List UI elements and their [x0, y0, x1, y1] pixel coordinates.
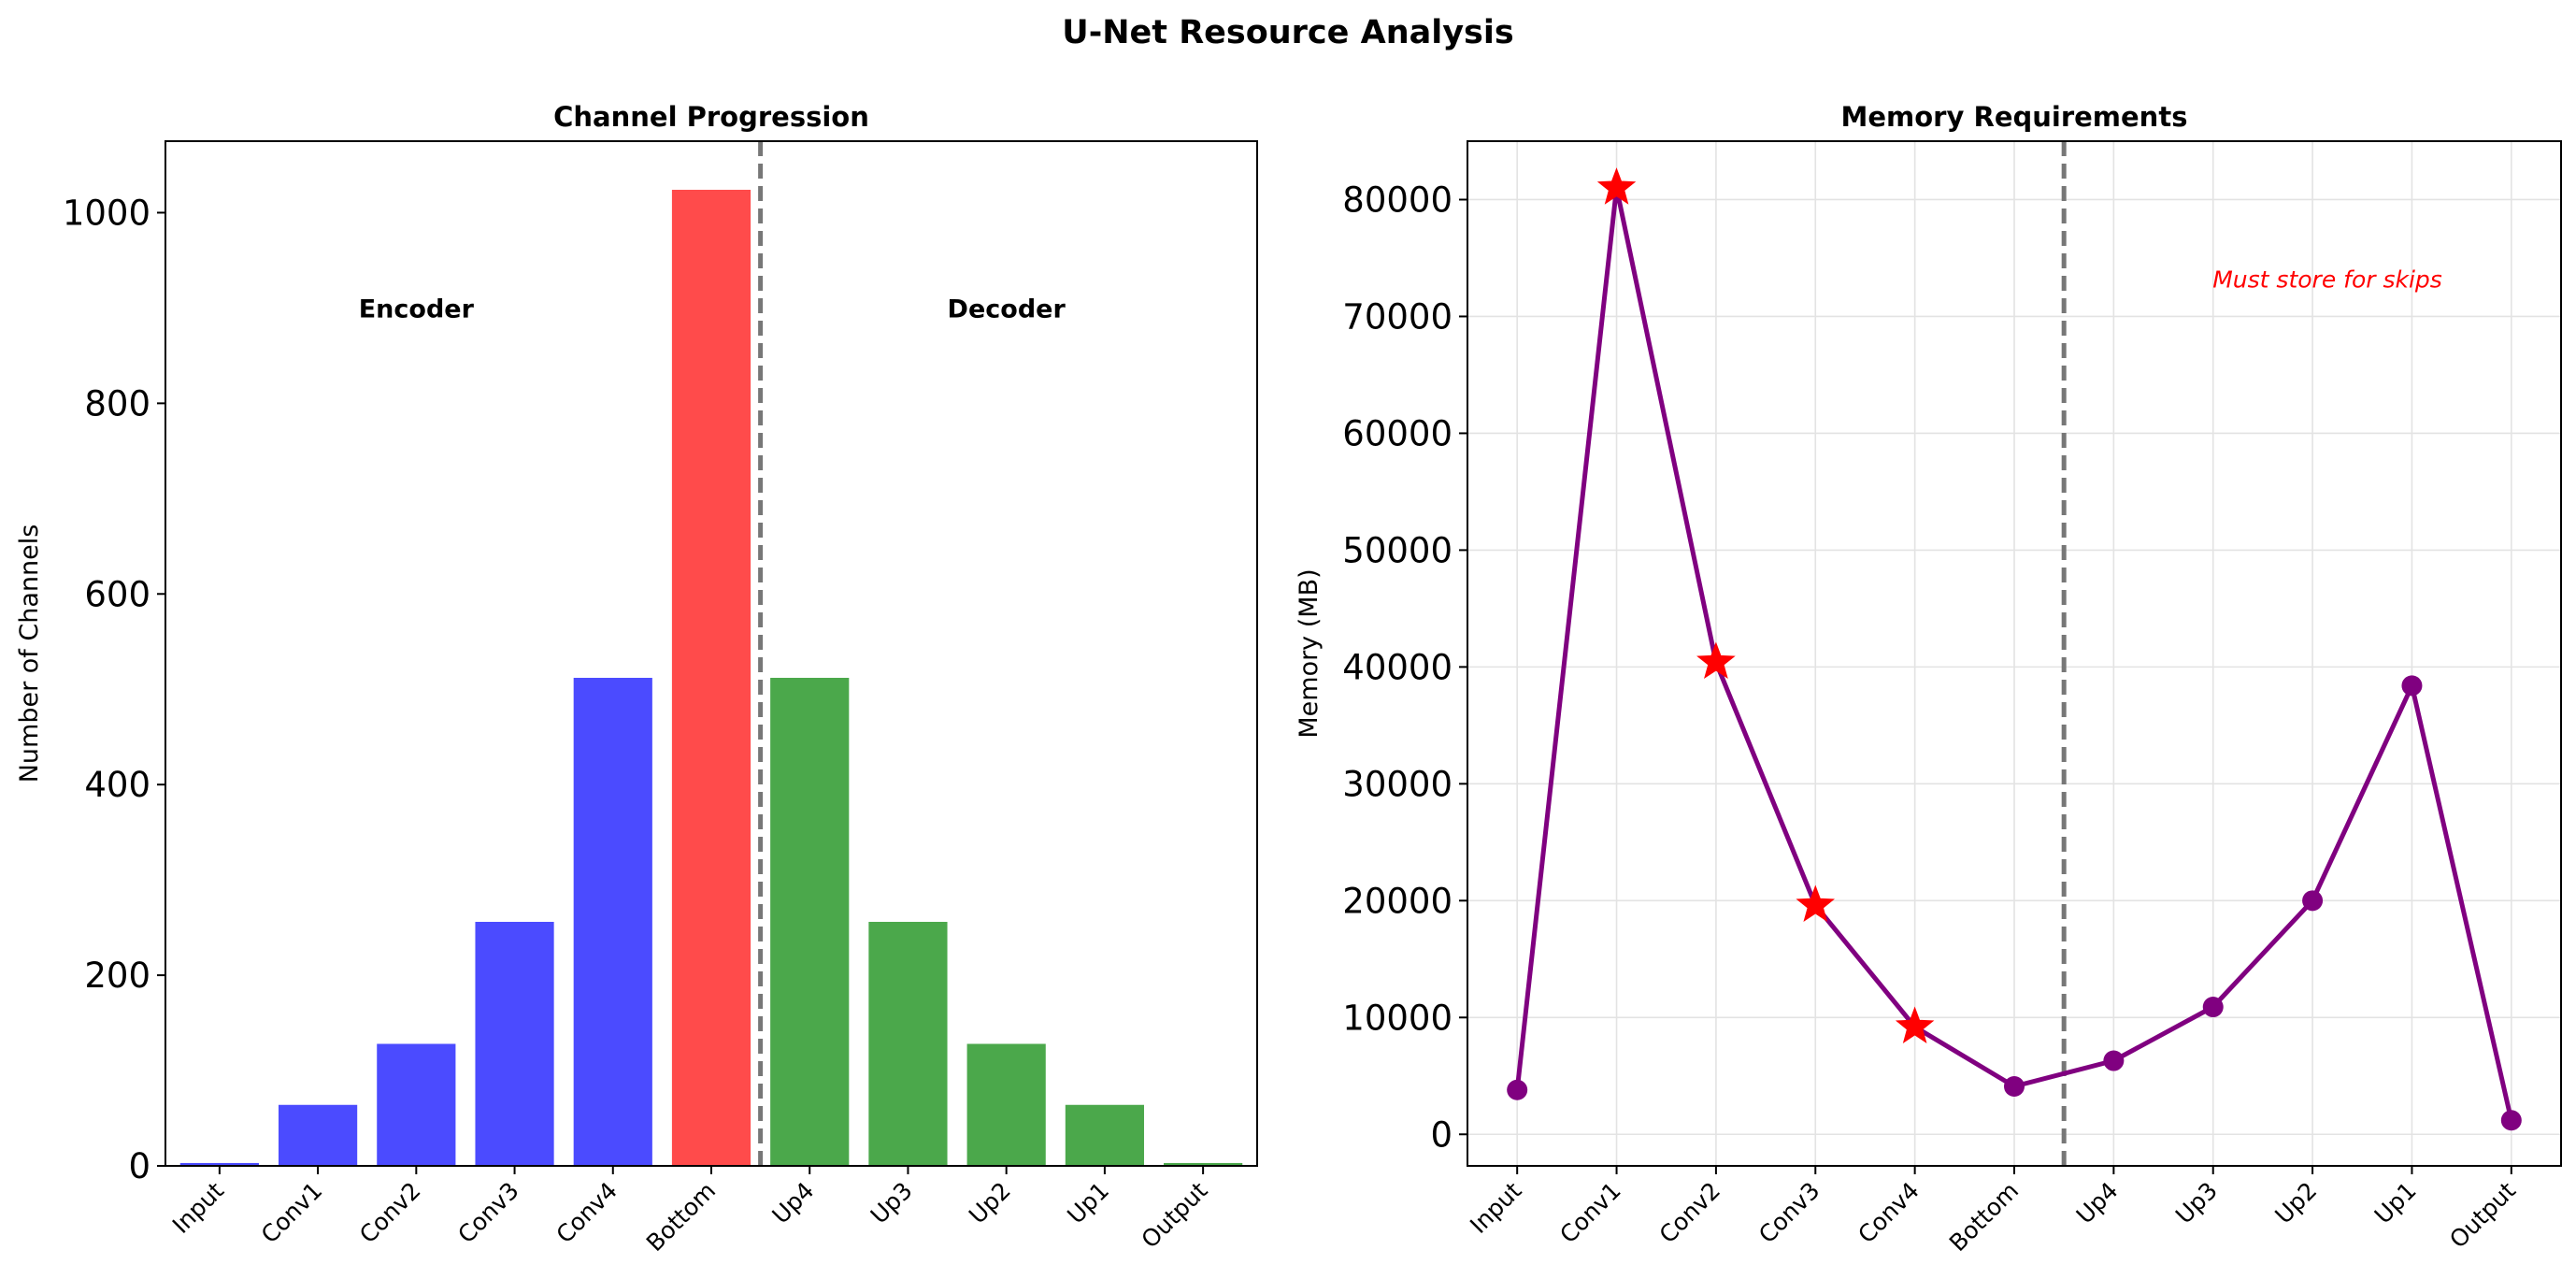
point-bottom [2004, 1076, 2025, 1098]
x-tick-label: Conv4 [1853, 1177, 1925, 1249]
bar-conv1 [279, 1104, 358, 1166]
bar-up4 [770, 677, 850, 1166]
y-tick-label: 30000 [1342, 764, 1453, 804]
x-tick-label: Up3 [2170, 1177, 2223, 1229]
annotation-encoder: Encoder [359, 295, 475, 323]
x-tick-label: Up3 [866, 1177, 918, 1229]
bar-conv4 [573, 677, 652, 1166]
y-tick-label: 400 [84, 765, 150, 805]
x-tick-label: Input [1465, 1177, 1526, 1239]
chart-title: Channel Progression [553, 101, 869, 133]
x-tick-label: Conv2 [354, 1177, 426, 1249]
skip-star-conv2 [1696, 641, 1736, 679]
annotation-decoder: Decoder [948, 295, 1066, 323]
y-tick-label: 0 [1430, 1114, 1453, 1155]
bar-input [179, 1162, 259, 1166]
bar-up3 [868, 921, 948, 1166]
x-tick-label: Conv3 [452, 1177, 524, 1249]
y-tick-label: 800 [84, 383, 150, 424]
y-tick-label: 1000 [63, 193, 150, 233]
chart-memory-requirements: 0 10000 20000 30000 40000 50000 60000 70000 8000… [1295, 101, 2562, 1257]
x-tick-label: Output [1136, 1177, 1212, 1254]
y-tick-label: 20000 [1342, 881, 1453, 921]
figure-title: U-Net Resource Analysis [1062, 14, 1513, 51]
skip-star-conv4 [1895, 1006, 1935, 1044]
x-tick-label: Up4 [2071, 1177, 2124, 1229]
point-up1 [2401, 675, 2423, 697]
x-tick-label: Conv3 [1753, 1177, 1825, 1249]
y-tick-label: 50000 [1342, 530, 1453, 570]
x-tick-label: Up1 [2369, 1177, 2422, 1229]
skip-star-conv3 [1796, 884, 1835, 923]
x-tick-label: Conv2 [1654, 1177, 1726, 1249]
x-tick-label: Output [2444, 1177, 2521, 1254]
y-axis-label: Number of Channels [15, 525, 44, 783]
skip-star-conv1 [1596, 167, 1637, 205]
point-up2 [2302, 890, 2324, 912]
x-tick-label: Conv4 [551, 1177, 623, 1249]
y-tick-label: 60000 [1342, 413, 1453, 453]
point-up3 [2202, 997, 2224, 1018]
x-tick-label: Conv1 [256, 1177, 328, 1249]
y-tick-label: 70000 [1342, 296, 1453, 337]
bar-up1 [1065, 1104, 1144, 1166]
point-up4 [2103, 1050, 2125, 1071]
chart-title: Memory Requirements [1841, 101, 2188, 133]
x-tick-label: Up1 [1062, 1177, 1114, 1229]
bar-output [1164, 1162, 1243, 1166]
y-tick-label: 200 [84, 956, 150, 996]
x-tick-label: Up2 [2269, 1177, 2322, 1229]
chart-channel-progression: 0 200 400 600 800 1000 Input Conv1 Conv2 Conv3 Con… [15, 101, 1258, 1257]
bar-bottom [671, 189, 751, 1166]
x-tick-label: Bottom [1944, 1177, 2024, 1257]
y-tick-label: 40000 [1342, 647, 1453, 687]
bar-up2 [966, 1043, 1046, 1166]
y-tick-label: 0 [128, 1146, 150, 1186]
bar-conv3 [475, 921, 554, 1166]
y-tick-label: 600 [84, 574, 150, 614]
x-tick-label: Conv1 [1554, 1177, 1626, 1249]
annotation-skips: Must store for skips [2212, 266, 2442, 293]
point-input [1507, 1079, 1528, 1100]
y-axis-label: Memory (MB) [1295, 568, 1324, 738]
x-tick-label: Input [167, 1177, 229, 1239]
point-output [2500, 1110, 2522, 1131]
bar-conv2 [377, 1043, 456, 1166]
y-tick-label: 10000 [1342, 998, 1453, 1038]
y-tick-label: 80000 [1342, 180, 1453, 220]
x-tick-label: Up4 [767, 1177, 820, 1229]
x-tick-label: Up2 [964, 1177, 1016, 1229]
x-tick-label: Bottom [641, 1177, 721, 1257]
